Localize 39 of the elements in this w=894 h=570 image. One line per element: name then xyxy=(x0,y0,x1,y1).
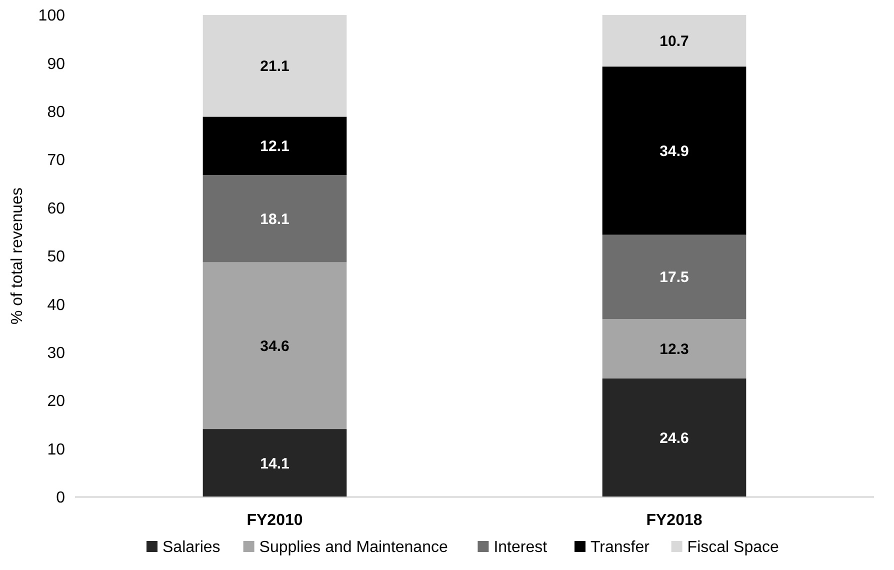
legend-label: Salaries xyxy=(162,539,220,556)
y-tick-label: 30 xyxy=(47,345,66,362)
bar xyxy=(202,116,347,176)
data-label: 14.1 xyxy=(260,455,290,472)
y-tick-label: 80 xyxy=(47,104,66,121)
y-axis-title: % of total revenues xyxy=(9,188,26,324)
data-label: 18.1 xyxy=(260,210,290,228)
data-label: 34.9 xyxy=(660,142,689,160)
data-label: 21.1 xyxy=(260,58,290,76)
bar xyxy=(602,15,746,67)
bar xyxy=(602,234,746,320)
legend-label: Interest xyxy=(494,539,548,556)
x-tick-label: FY2010 xyxy=(246,512,303,529)
y-tick-label: 70 xyxy=(47,152,66,170)
y-tick-label: 60 xyxy=(47,200,66,218)
bar xyxy=(602,319,746,378)
data-label: 12.3 xyxy=(660,341,689,358)
y-tick-label: 90 xyxy=(47,56,66,73)
bar xyxy=(202,429,347,497)
y-tick-label: 10 xyxy=(47,441,66,458)
bar xyxy=(202,15,347,117)
data-label: 17.5 xyxy=(660,269,689,286)
y-tick-label: 100 xyxy=(38,8,66,25)
bar xyxy=(602,378,746,497)
data-label: 24.6 xyxy=(660,430,689,447)
bar xyxy=(202,262,347,430)
y-tick-label: 0 xyxy=(56,490,66,507)
bar xyxy=(602,66,746,235)
x-tick-label: FY2018 xyxy=(646,512,702,529)
legend-label: Supplies and Maintenance xyxy=(259,539,448,556)
y-tick-label: 50 xyxy=(47,248,66,266)
y-tick-label: 40 xyxy=(47,296,66,314)
y-tick-label: 20 xyxy=(47,393,66,410)
legend-label: Transfer xyxy=(590,539,650,556)
legend-label: Fiscal Space xyxy=(687,539,779,556)
data-label: 34.6 xyxy=(260,338,290,355)
data-label: 10.7 xyxy=(660,33,689,50)
bar xyxy=(202,175,347,262)
data-label: 12.1 xyxy=(260,138,290,156)
